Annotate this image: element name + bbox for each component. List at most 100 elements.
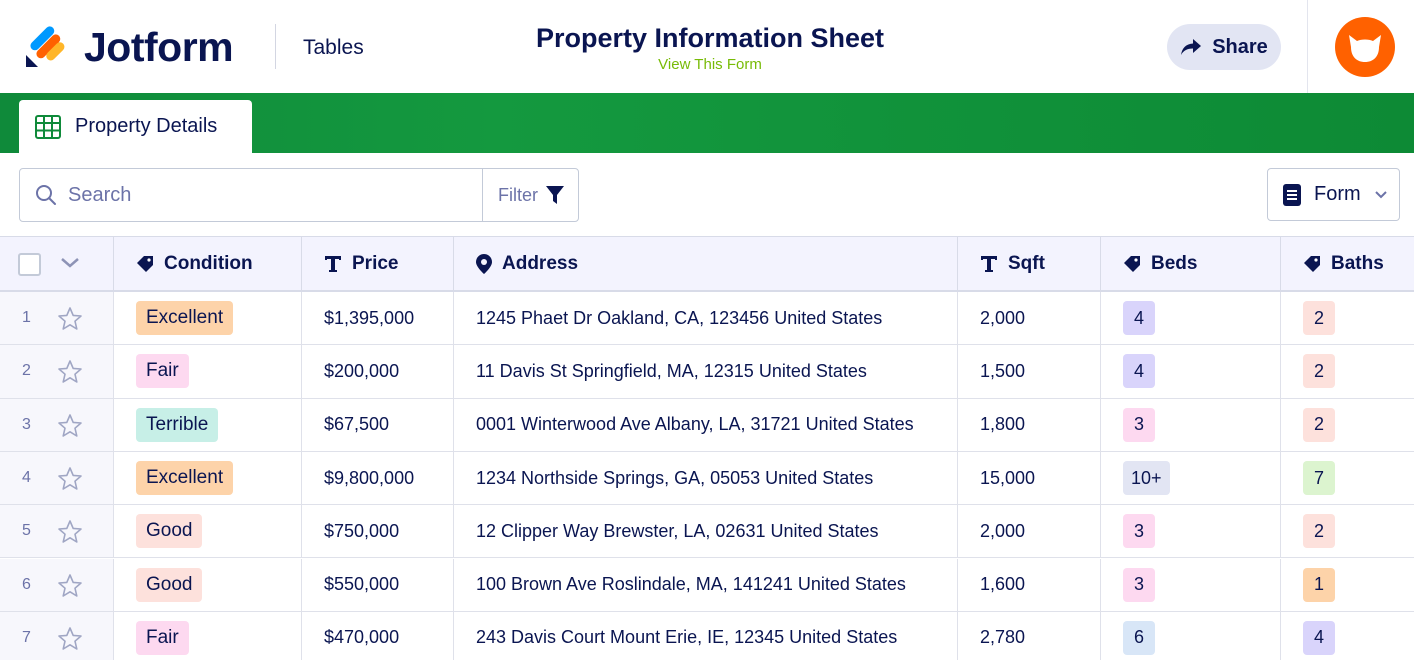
column-header-condition[interactable]: Condition <box>114 237 302 291</box>
table-grid-icon <box>35 114 61 139</box>
chevron-down-icon[interactable] <box>60 256 80 270</box>
table-row[interactable]: 4 Excellent $9,800,000 1234 Northside Sprin… <box>0 451 1414 506</box>
address-cell[interactable]: 243 Davis Court Mount Erie, IE, 12345 Un… <box>454 611 958 660</box>
address-cell[interactable]: 1234 Northside Springs, GA, 05053 United… <box>454 451 958 505</box>
tab-property-details[interactable]: Property Details <box>19 100 252 153</box>
condition-cell[interactable]: Good <box>114 558 302 611</box>
location-pin-icon <box>476 254 492 274</box>
section-label[interactable]: Tables <box>303 36 364 59</box>
address-cell[interactable]: 11 Davis St Springfield, MA, 12315 Unite… <box>454 345 958 398</box>
row-index-cell: 3 <box>0 398 114 451</box>
beds-cell[interactable]: 4 <box>1101 292 1281 345</box>
price-cell[interactable]: $200,000 <box>302 345 454 398</box>
sqft-cell[interactable]: 1,500 <box>958 345 1101 398</box>
address-cell[interactable]: 1245 Phaet Dr Oakland, CA, 123456 United… <box>454 292 958 345</box>
share-button[interactable]: Share <box>1167 24 1281 70</box>
beds-cell[interactable]: 3 <box>1101 505 1281 558</box>
star-icon[interactable] <box>57 466 83 497</box>
condition-badge: Fair <box>136 620 189 655</box>
condition-cell[interactable]: Fair <box>114 611 302 660</box>
beds-badge: 4 <box>1123 354 1155 389</box>
price-cell[interactable]: $750,000 <box>302 505 454 558</box>
column-header-beds[interactable]: Beds <box>1101 237 1281 291</box>
condition-badge: Terrible <box>136 407 219 442</box>
baths-cell[interactable]: 2 <box>1281 505 1414 557</box>
condition-cell[interactable]: Excellent <box>114 292 302 345</box>
beds-cell[interactable]: 3 <box>1101 398 1281 451</box>
table-row[interactable]: 1 Excellent $1,395,000 1245 Phaet Dr Oaklan… <box>0 292 1414 346</box>
condition-cell[interactable]: Good <box>114 505 302 558</box>
search-box: Filter <box>19 168 579 222</box>
app-header: Jotform Tables Property Information Shee… <box>0 0 1414 93</box>
sqft-cell[interactable]: 1,600 <box>958 558 1101 611</box>
share-arrow-icon <box>1181 39 1202 55</box>
condition-badge: Good <box>136 514 203 549</box>
beds-cell[interactable]: 10+ <box>1101 451 1281 505</box>
column-label: Condition <box>164 253 253 274</box>
sqft-cell[interactable]: 1,800 <box>958 398 1101 451</box>
star-icon[interactable] <box>57 306 83 337</box>
sqft-cell[interactable]: 2,000 <box>958 292 1101 345</box>
view-form-link[interactable]: View This Form <box>658 56 762 73</box>
jotform-logo-icon[interactable] <box>24 25 66 69</box>
sqft-cell[interactable]: 2,000 <box>958 505 1101 558</box>
condition-badge: Excellent <box>136 461 234 496</box>
condition-cell[interactable]: Excellent <box>114 451 302 505</box>
baths-cell[interactable]: 7 <box>1281 452 1414 504</box>
beds-cell[interactable]: 3 <box>1101 558 1281 611</box>
column-label: Beds <box>1151 253 1198 274</box>
column-header-baths[interactable]: Baths <box>1281 237 1414 291</box>
condition-cell[interactable]: Fair <box>114 345 302 398</box>
baths-cell[interactable]: 2 <box>1281 292 1414 344</box>
column-header-address[interactable]: Address <box>454 237 958 291</box>
filter-button[interactable]: Filter <box>482 169 579 221</box>
search-input[interactable] <box>68 169 478 221</box>
column-header-price[interactable]: Price <box>302 237 454 291</box>
baths-cell[interactable]: 2 <box>1281 345 1414 397</box>
row-number: 4 <box>22 469 31 487</box>
select-all-column <box>0 237 114 291</box>
table-row[interactable]: 3 Terrible $67,500 0001 Winterwood Ave Alba… <box>0 398 1414 452</box>
baths-cell[interactable]: 2 <box>1281 399 1414 451</box>
address-cell[interactable]: 100 Brown Ave Roslindale, MA, 141241 Uni… <box>454 558 958 611</box>
price-cell[interactable]: $67,500 <box>302 398 454 451</box>
select-all-checkbox[interactable] <box>18 253 41 276</box>
table-row[interactable]: 7 Fair $470,000 243 Davis Court Mount Erie,… <box>0 611 1414 660</box>
row-index-cell: 6 <box>0 558 114 611</box>
table-row[interactable]: 2 Fair $200,000 11 Davis St Springfield, MA… <box>0 345 1414 399</box>
star-icon[interactable] <box>57 519 83 550</box>
baths-cell[interactable]: 1 <box>1281 559 1414 611</box>
baths-badge: 2 <box>1303 354 1335 389</box>
baths-badge: 1 <box>1303 567 1335 602</box>
user-avatar-icon <box>1349 35 1381 62</box>
row-number: 3 <box>22 415 31 433</box>
column-header-sqft[interactable]: Sqft <box>958 237 1101 291</box>
table-row[interactable]: 6 Good $550,000 100 Brown Ave Roslindale, M… <box>0 558 1414 612</box>
sqft-cell[interactable]: 15,000 <box>958 451 1101 505</box>
brand-name[interactable]: Jotform <box>84 24 234 70</box>
star-icon[interactable] <box>57 573 83 604</box>
baths-badge: 4 <box>1303 620 1335 655</box>
address-cell[interactable]: 12 Clipper Way Brewster, LA, 02631 Unite… <box>454 505 958 558</box>
condition-cell[interactable]: Terrible <box>114 398 302 451</box>
row-index-cell: 7 <box>0 611 114 660</box>
star-icon[interactable] <box>57 359 83 390</box>
tag-icon <box>1304 256 1320 272</box>
avatar[interactable] <box>1335 17 1395 77</box>
filter-label: Filter <box>498 184 538 205</box>
star-icon[interactable] <box>57 626 83 657</box>
form-view-button[interactable]: Form <box>1267 168 1400 221</box>
address-cell[interactable]: 0001 Winterwood Ave Albany, LA, 31721 Un… <box>454 398 958 451</box>
price-cell[interactable]: $1,395,000 <box>302 292 454 345</box>
price-cell[interactable]: $470,000 <box>302 611 454 660</box>
beds-cell[interactable]: 6 <box>1101 611 1281 660</box>
beds-cell[interactable]: 4 <box>1101 345 1281 398</box>
sqft-cell[interactable]: 2,780 <box>958 611 1101 660</box>
column-label: Sqft <box>1008 253 1045 274</box>
baths-cell[interactable]: 4 <box>1281 612 1414 660</box>
filter-funnel-icon <box>546 186 564 204</box>
star-icon[interactable] <box>57 413 83 444</box>
price-cell[interactable]: $550,000 <box>302 558 454 611</box>
price-cell[interactable]: $9,800,000 <box>302 451 454 505</box>
table-row[interactable]: 5 Good $750,000 12 Clipper Way Brewster, LA… <box>0 505 1414 559</box>
